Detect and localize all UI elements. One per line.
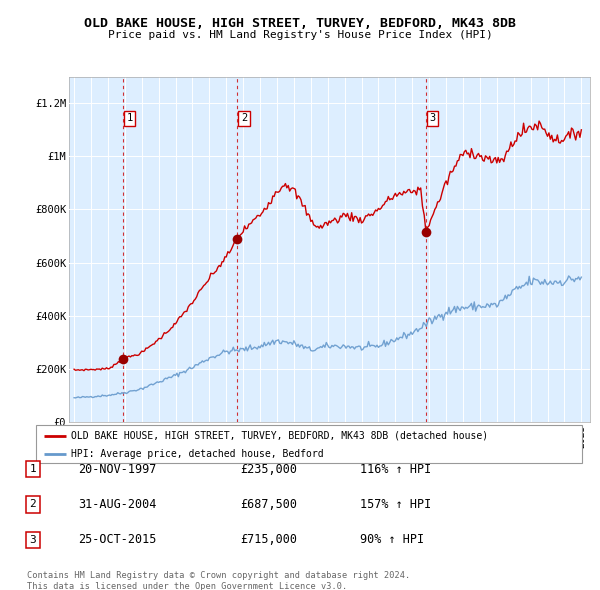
Text: OLD BAKE HOUSE, HIGH STREET, TURVEY, BEDFORD, MK43 8DB (detached house): OLD BAKE HOUSE, HIGH STREET, TURVEY, BED…: [71, 431, 488, 441]
Text: 1: 1: [29, 464, 37, 474]
Text: 3: 3: [29, 535, 37, 545]
Text: 2: 2: [241, 113, 247, 123]
Text: 90% ↑ HPI: 90% ↑ HPI: [360, 533, 424, 546]
Text: Contains HM Land Registry data © Crown copyright and database right 2024.
This d: Contains HM Land Registry data © Crown c…: [27, 571, 410, 590]
Text: 157% ↑ HPI: 157% ↑ HPI: [360, 498, 431, 511]
Text: 25-OCT-2015: 25-OCT-2015: [78, 533, 157, 546]
Text: OLD BAKE HOUSE, HIGH STREET, TURVEY, BEDFORD, MK43 8DB: OLD BAKE HOUSE, HIGH STREET, TURVEY, BED…: [84, 17, 516, 30]
Text: £715,000: £715,000: [240, 533, 297, 546]
Text: 3: 3: [430, 113, 436, 123]
Text: 31-AUG-2004: 31-AUG-2004: [78, 498, 157, 511]
Text: Price paid vs. HM Land Registry's House Price Index (HPI): Price paid vs. HM Land Registry's House …: [107, 31, 493, 40]
Text: £235,000: £235,000: [240, 463, 297, 476]
Text: 2: 2: [29, 500, 37, 509]
Text: 1: 1: [127, 113, 133, 123]
Text: HPI: Average price, detached house, Bedford: HPI: Average price, detached house, Bedf…: [71, 448, 324, 458]
Text: £687,500: £687,500: [240, 498, 297, 511]
Text: 116% ↑ HPI: 116% ↑ HPI: [360, 463, 431, 476]
Text: 20-NOV-1997: 20-NOV-1997: [78, 463, 157, 476]
